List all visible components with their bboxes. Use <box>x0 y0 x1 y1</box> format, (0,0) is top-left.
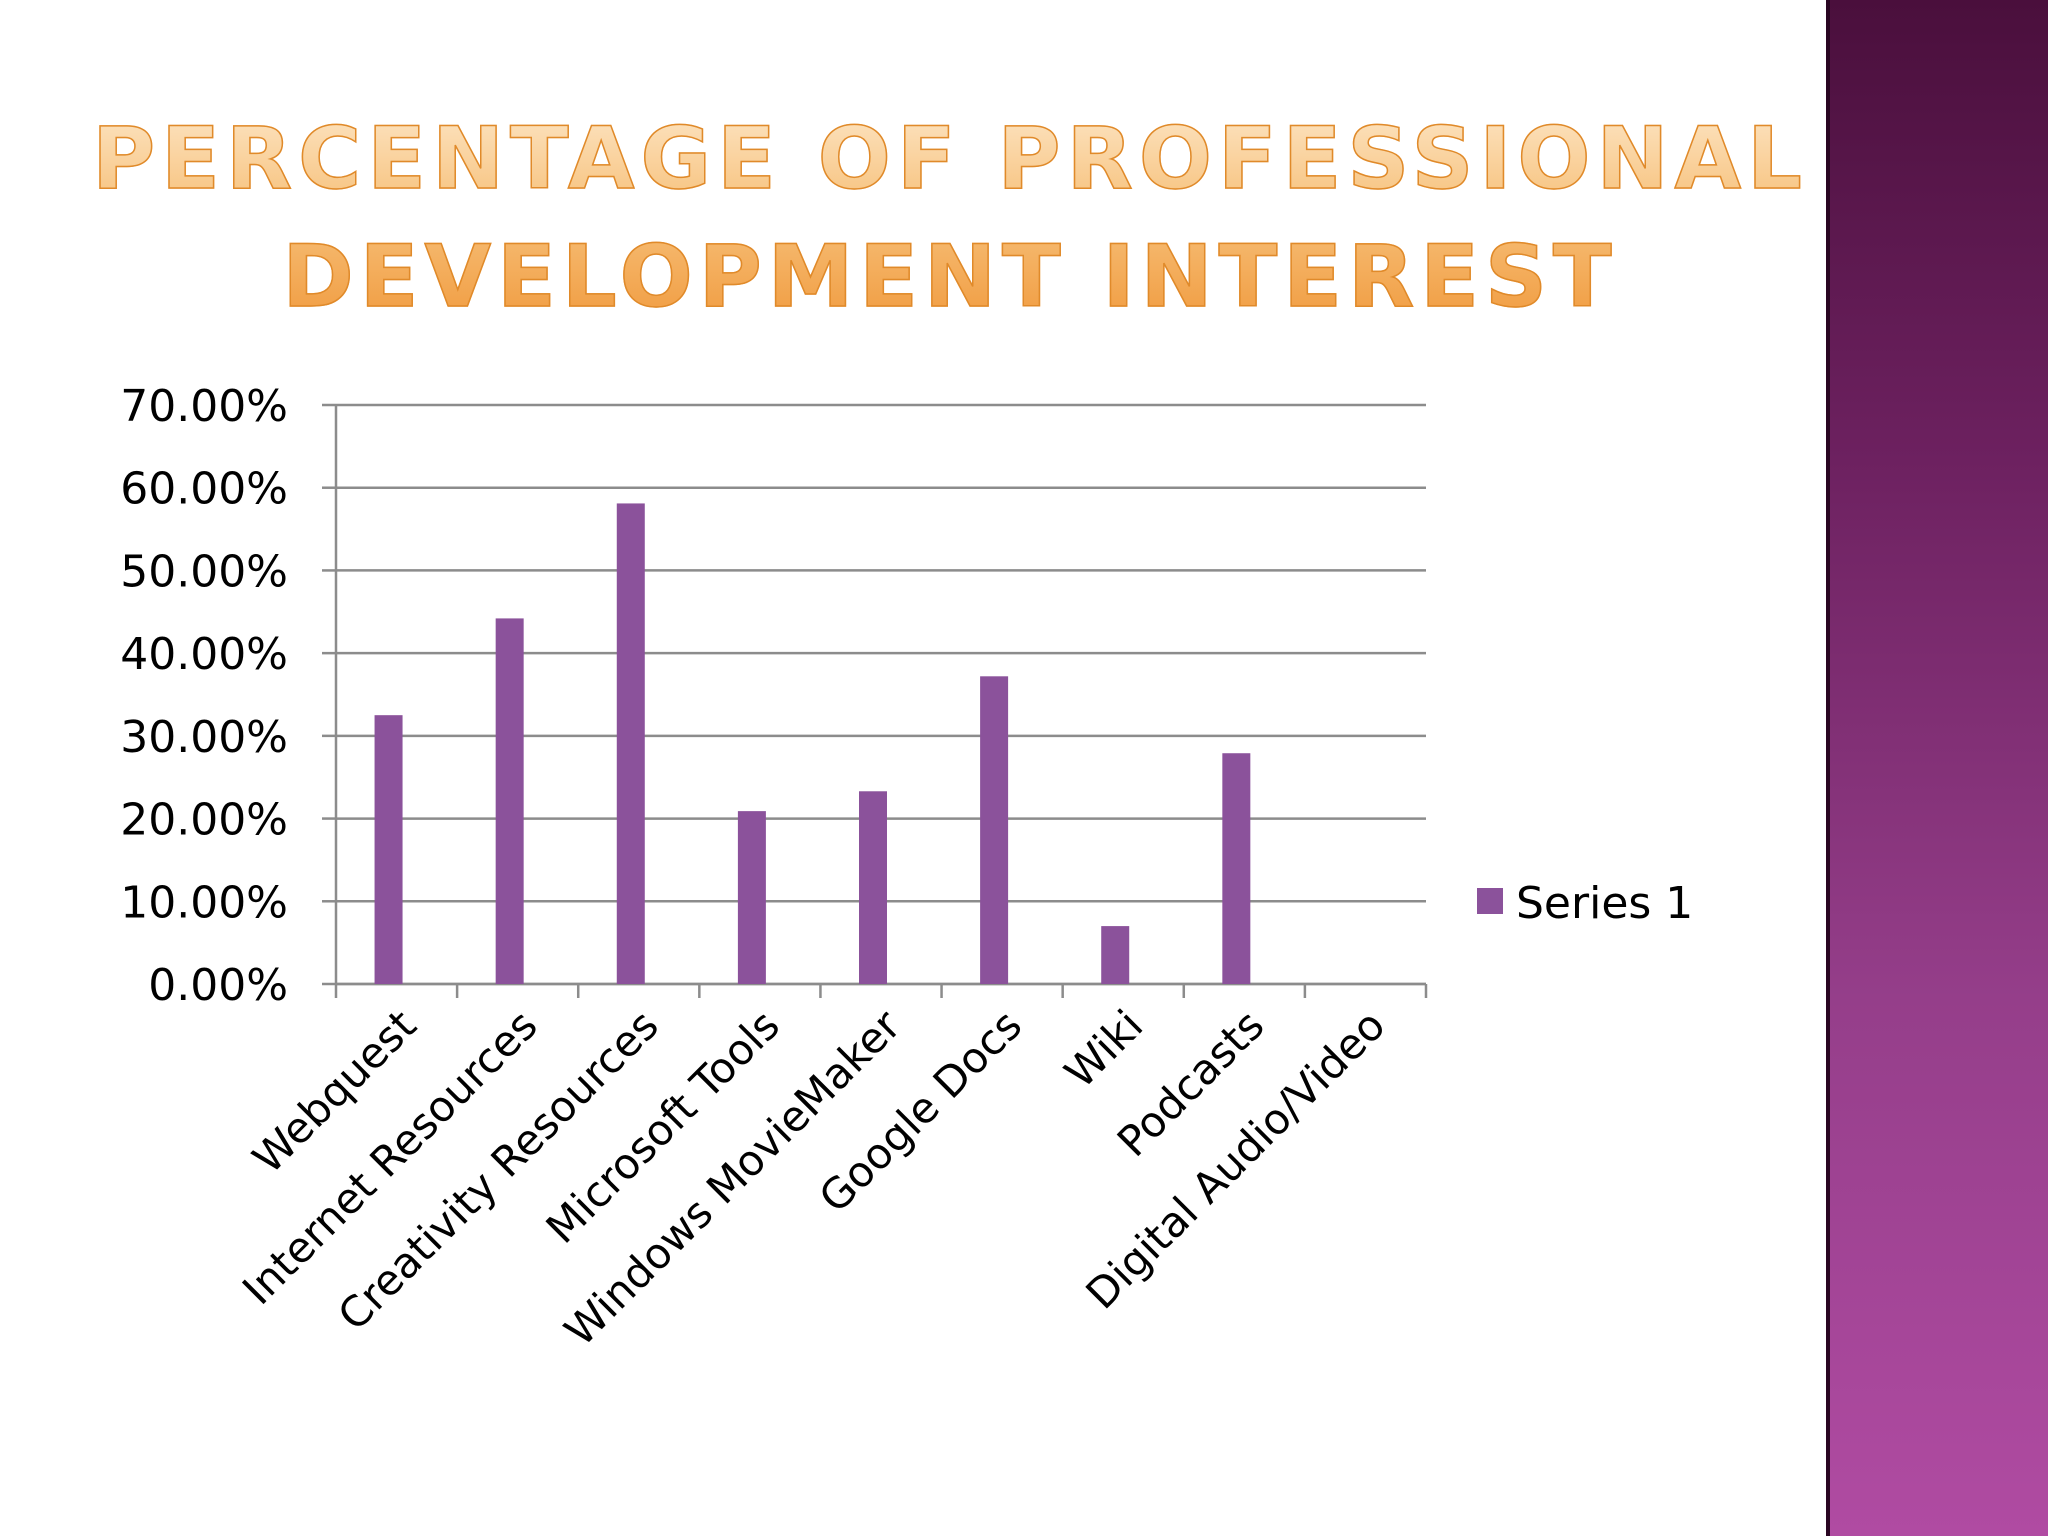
y-tick-label: 20.00% <box>120 795 288 846</box>
y-tick-label: 40.00% <box>120 629 288 680</box>
bar <box>1101 926 1130 984</box>
bar <box>616 503 645 984</box>
y-tick-label: 10.00% <box>120 877 288 928</box>
y-tick-label: 0.00% <box>148 960 288 1011</box>
slide-title: Percentage of Professional Development I… <box>0 100 1900 336</box>
y-tick-label: 70.00% <box>120 381 288 432</box>
bar <box>1222 753 1251 984</box>
y-tick-label: 60.00% <box>120 464 288 515</box>
bar <box>859 791 887 984</box>
bars <box>374 503 1251 984</box>
legend-swatch <box>1477 888 1503 914</box>
x-category-label: Wiki <box>1055 1000 1152 1097</box>
bar <box>495 618 524 984</box>
slide-title-line-2: Development Interest <box>282 226 1618 328</box>
bar <box>737 811 766 984</box>
side-band-edge <box>1826 0 1830 1536</box>
y-tick-label: 30.00% <box>120 712 288 763</box>
decorative-side-band <box>1826 0 2048 1536</box>
bar <box>374 715 403 984</box>
y-tick-label: 50.00% <box>120 546 288 597</box>
legend-label: Series 1 <box>1516 878 1693 929</box>
bar-chart: 0.00% 10.00% 20.00% 30.00% 40.00% 50.00% 60.00… <box>120 381 1693 1356</box>
slide-title-line-1: Percentage of Professional <box>91 108 1808 210</box>
y-axis-tick-labels: 0.00% 10.00% 20.00% 30.00% 40.00% 50.00% 60.00… <box>120 381 288 1011</box>
bar <box>980 676 1009 984</box>
legend: Series 1 <box>1477 878 1693 929</box>
